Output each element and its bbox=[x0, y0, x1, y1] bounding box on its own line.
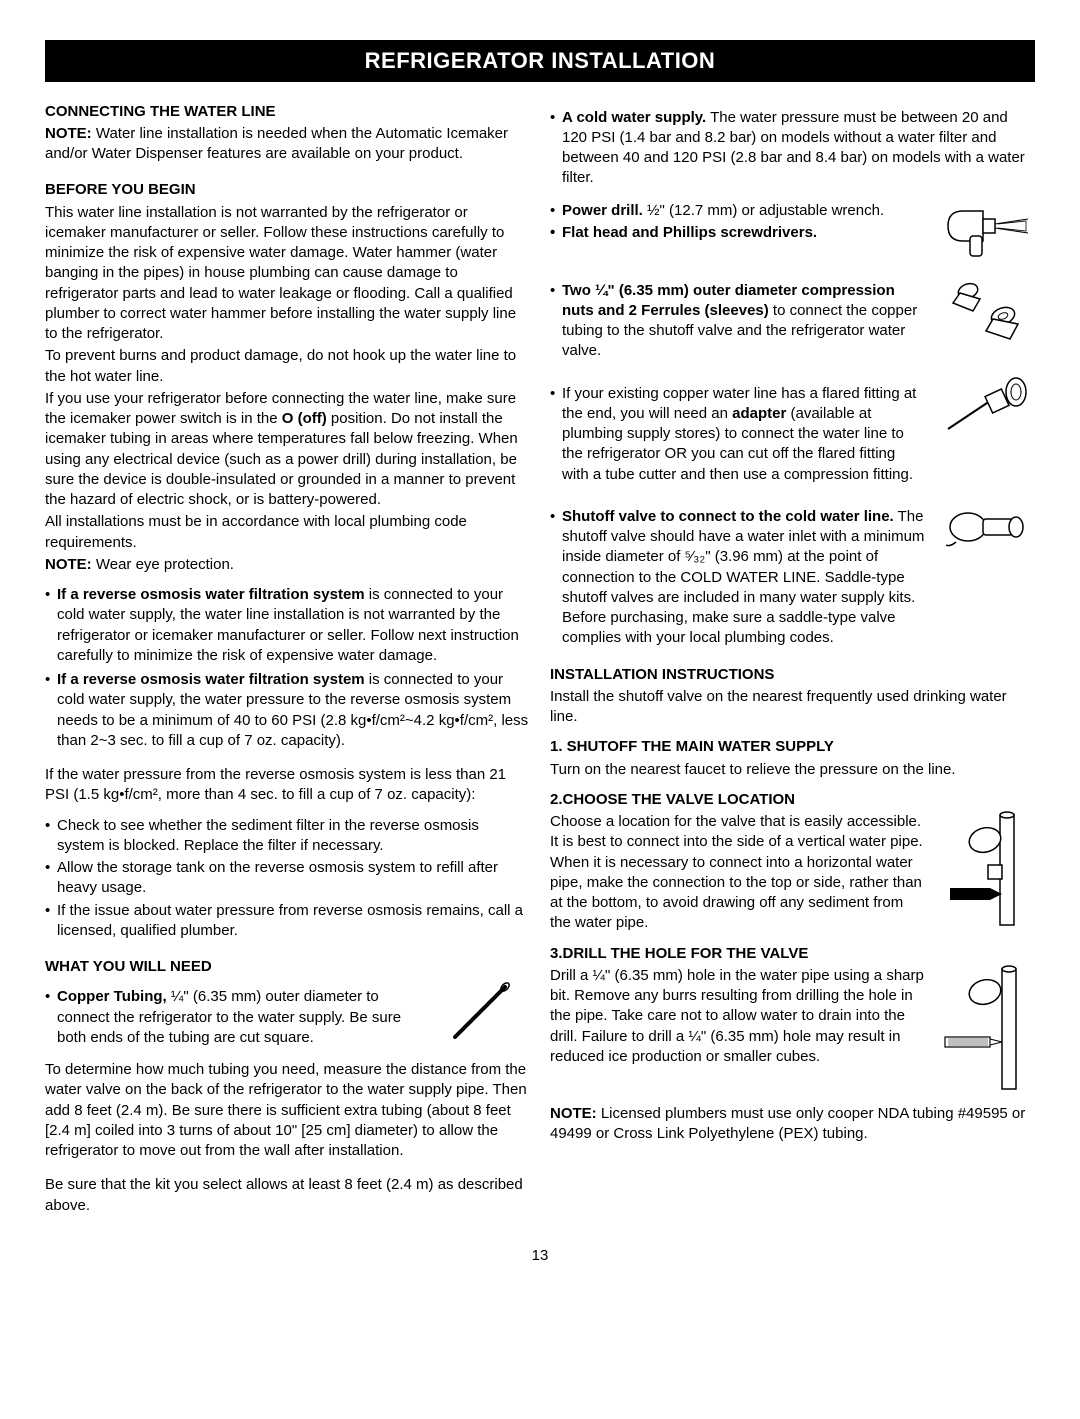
item-copper-tubing: Copper Tubing, ¼" (6.35 mm) outer diamet… bbox=[45, 977, 530, 1050]
list-item: If a reverse osmosis water filtration sy… bbox=[45, 585, 530, 666]
text: The shutoff valve should have a water in… bbox=[562, 508, 924, 647]
note-text: Licensed plumbers must use only cooper N… bbox=[550, 1105, 1025, 1142]
list-item: Power drill. ½" (12.7 mm) or adjustable … bbox=[550, 201, 925, 221]
para-pressure: If the water pressure from the reverse o… bbox=[45, 765, 530, 806]
bold-lead: A cold water supply. bbox=[562, 109, 706, 126]
left-column: CONNECTING THE WATER LINE NOTE: Water li… bbox=[45, 98, 530, 1216]
para-tubing-length: To determine how much tubing you need, m… bbox=[45, 1060, 530, 1161]
note-eye: NOTE: Wear eye protection. bbox=[45, 555, 530, 575]
para-hotwater: To prevent burns and product damage, do … bbox=[45, 346, 530, 387]
item-adapter: If your existing copper water line has a… bbox=[550, 374, 1035, 487]
para-power-switch: If you use your refrigerator before conn… bbox=[45, 389, 530, 511]
step-1-title: 1. SHUTOFF THE MAIN WATER SUPPLY bbox=[550, 737, 1035, 757]
bold-lead: Shutoff valve to connect to the cold wat… bbox=[562, 508, 894, 525]
note-waterline: NOTE: Water line installation is needed … bbox=[45, 124, 530, 165]
pipe-valve-icon bbox=[935, 810, 1035, 930]
step-1-text: Turn on the nearest faucet to relieve th… bbox=[550, 760, 1035, 780]
bullets-adapter: If your existing copper water line has a… bbox=[550, 384, 925, 485]
bold-lead: Copper Tubing, bbox=[57, 988, 167, 1005]
step-2-text: Choose a location for the valve that is … bbox=[550, 812, 925, 934]
list-item: Shutoff valve to connect to the cold wat… bbox=[550, 507, 925, 649]
bullets-nuts: Two ¼" (6.35 mm) outer diameter compress… bbox=[550, 281, 925, 362]
heading-connecting: CONNECTING THE WATER LINE bbox=[45, 102, 530, 122]
text: ½" (12.7 mm) or adjustable wrench. bbox=[643, 202, 884, 219]
drill-pipe-icon bbox=[935, 964, 1035, 1094]
page-title: REFRIGERATOR INSTALLATION bbox=[45, 40, 1035, 82]
adapter-icon bbox=[935, 374, 1035, 444]
step-3-block: Drill a ¼" (6.35 mm) hole in the water p… bbox=[550, 964, 1035, 1094]
bold-lead: If a reverse osmosis water filtration sy… bbox=[57, 586, 365, 603]
para-code: All installations must be in accordance … bbox=[45, 512, 530, 553]
heading-need: WHAT YOU WILL NEED bbox=[45, 957, 530, 977]
list-item: Flat head and Phillips screwdrivers. bbox=[550, 223, 925, 243]
list-item: Two ¼" (6.35 mm) outer diameter compress… bbox=[550, 281, 925, 362]
para-install-shutoff: Install the shutoff valve on the nearest… bbox=[550, 687, 1035, 728]
bold-adapter: adapter bbox=[732, 405, 786, 422]
item-drill: Power drill. ½" (12.7 mm) or adjustable … bbox=[550, 191, 1035, 261]
list-item: If the issue about water pressure from r… bbox=[45, 901, 530, 942]
bullets-checks: Check to see whether the sediment filter… bbox=[45, 816, 530, 942]
bullets-cold-water: A cold water supply. The water pressure … bbox=[550, 108, 1035, 189]
bold-off: O (off) bbox=[282, 410, 327, 427]
item-shutoff-valve: Shutoff valve to connect to the cold wat… bbox=[550, 497, 1035, 651]
bullets-tubing: Copper Tubing, ¼" (6.35 mm) outer diamet… bbox=[45, 987, 420, 1048]
item-compression-nuts: Two ¼" (6.35 mm) outer diameter compress… bbox=[550, 271, 1035, 364]
right-column: A cold water supply. The water pressure … bbox=[550, 98, 1035, 1216]
step-2-title: 2.CHOOSE THE VALVE LOCATION bbox=[550, 790, 1035, 810]
drill-icon bbox=[935, 191, 1035, 261]
valve-icon bbox=[935, 497, 1035, 557]
bullets-drill: Power drill. ½" (12.7 mm) or adjustable … bbox=[550, 201, 925, 244]
page-number: 13 bbox=[45, 1246, 1035, 1266]
tubing-icon bbox=[430, 977, 530, 1047]
list-item: A cold water supply. The water pressure … bbox=[550, 108, 1035, 189]
bold-lead: Power drill. bbox=[562, 202, 643, 219]
heading-before: BEFORE YOU BEGIN bbox=[45, 180, 530, 200]
list-item: Copper Tubing, ¼" (6.35 mm) outer diamet… bbox=[45, 987, 420, 1048]
step-3-text: Drill a ¼" (6.35 mm) hole in the water p… bbox=[550, 966, 925, 1067]
step-2-block: Choose a location for the valve that is … bbox=[550, 810, 1035, 934]
list-item: Allow the storage tank on the reverse os… bbox=[45, 858, 530, 899]
list-item: If a reverse osmosis water filtration sy… bbox=[45, 670, 530, 751]
content-columns: CONNECTING THE WATER LINE NOTE: Water li… bbox=[45, 98, 1035, 1216]
para-kit: Be sure that the kit you select allows a… bbox=[45, 1175, 530, 1216]
step-3-title: 3.DRILL THE HOLE FOR THE VALVE bbox=[550, 944, 1035, 964]
note-plumber: NOTE: Licensed plumbers must use only co… bbox=[550, 1104, 1035, 1145]
list-item: Check to see whether the sediment filter… bbox=[45, 816, 530, 857]
bullets-osmosis: If a reverse osmosis water filtration sy… bbox=[45, 585, 530, 751]
note-text: Water line installation is needed when t… bbox=[45, 125, 508, 162]
bold-lead: If a reverse osmosis water filtration sy… bbox=[57, 671, 365, 688]
list-item: If your existing copper water line has a… bbox=[550, 384, 925, 485]
heading-install: INSTALLATION INSTRUCTIONS bbox=[550, 665, 1035, 685]
page: REFRIGERATOR INSTALLATION CONNECTING THE… bbox=[0, 0, 1080, 1296]
nuts-icon bbox=[935, 271, 1035, 346]
note-text: Wear eye protection. bbox=[92, 556, 234, 573]
para-warranty: This water line installation is not warr… bbox=[45, 203, 530, 345]
note-label: NOTE: bbox=[45, 556, 92, 573]
note-label: NOTE: bbox=[550, 1105, 597, 1122]
bullets-shutoff: Shutoff valve to connect to the cold wat… bbox=[550, 507, 925, 649]
